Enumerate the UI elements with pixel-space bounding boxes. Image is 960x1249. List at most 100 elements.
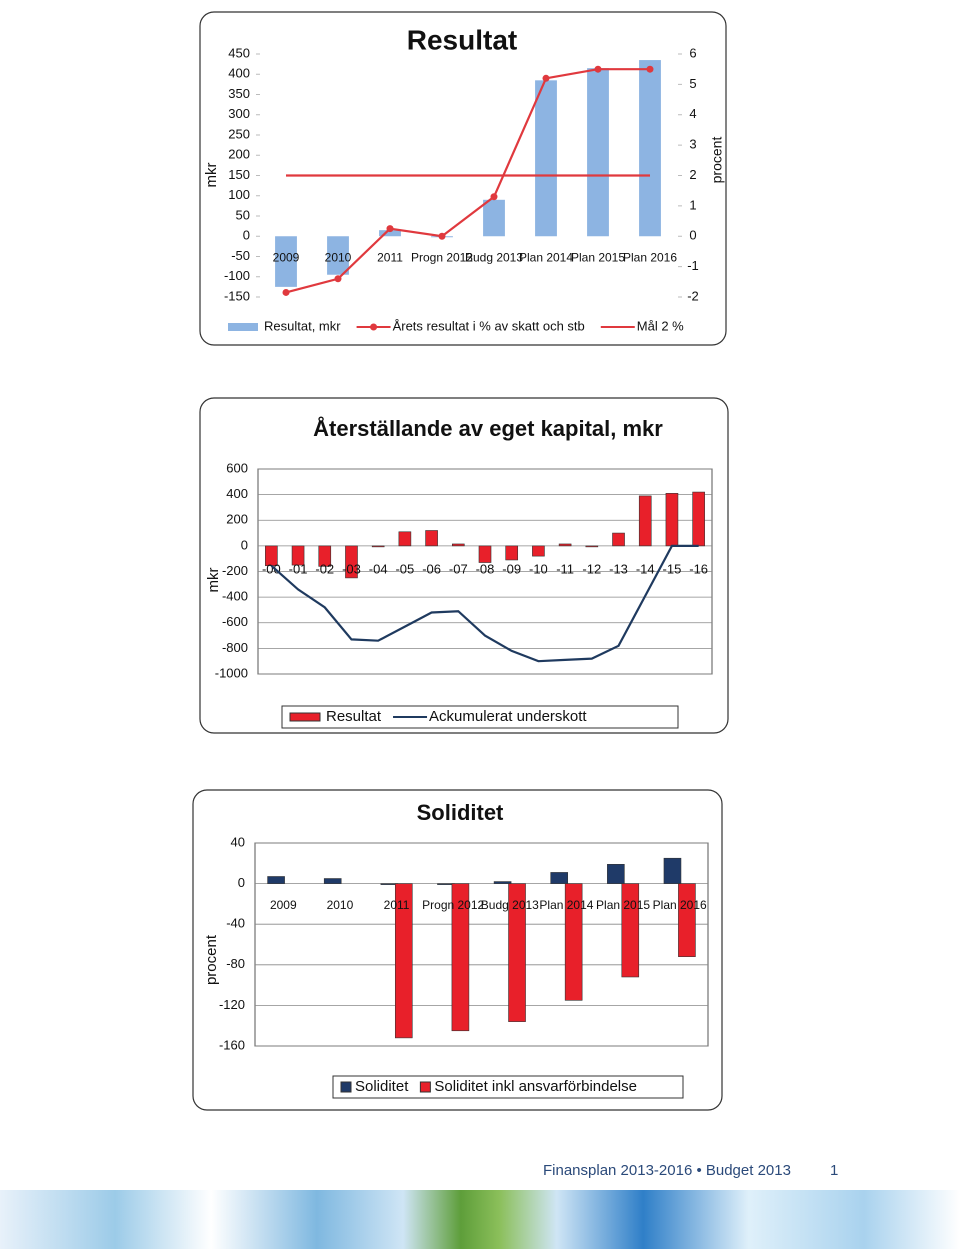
chart-title: Återställande av eget kapital, mkr	[313, 415, 663, 441]
legend-label: Soliditet	[355, 1078, 409, 1095]
line	[285, 68, 650, 294]
x-tick-label: -15	[663, 561, 682, 576]
bar	[451, 543, 465, 547]
page-number: 1	[830, 1162, 839, 1179]
legend-label: Mål 2 %	[637, 318, 684, 333]
x-tick-label: -12	[582, 561, 601, 576]
y-tick-label: -150	[224, 288, 250, 303]
line	[270, 544, 699, 663]
y2-tick-label: 4	[689, 106, 696, 121]
bar	[621, 883, 640, 978]
point	[334, 275, 342, 283]
x-tick-label: Budg 2013	[481, 898, 539, 912]
bar	[587, 68, 609, 237]
x-tick-label: -00	[262, 561, 281, 576]
bar	[425, 530, 438, 547]
x-tick-label: 2011	[384, 898, 410, 912]
y-tick-label: 100	[228, 187, 250, 202]
x-tick-label: Plan 2014	[539, 898, 593, 912]
x-tick-label: -09	[502, 561, 521, 576]
y2-axis-label: procent	[709, 137, 725, 184]
y-tick-label: 400	[228, 66, 250, 81]
y-tick-label: 150	[228, 167, 250, 182]
bar	[327, 236, 349, 275]
y-tick-label: 0	[243, 228, 250, 243]
legend-swatch	[419, 1081, 431, 1093]
point	[490, 193, 498, 201]
x-tick-label: -10	[529, 561, 548, 576]
bar	[612, 532, 625, 547]
y-tick-label: -200	[222, 563, 248, 578]
y-tick-label: 50	[236, 207, 250, 222]
x-tick-label: -04	[369, 561, 388, 576]
y-tick-label: -50	[231, 248, 250, 263]
bar	[318, 545, 332, 567]
legend-swatch	[289, 712, 321, 722]
y-tick-label: -160	[219, 1037, 245, 1052]
x-tick-label: -14	[636, 561, 655, 576]
y-tick-label: -600	[222, 614, 248, 629]
bar	[663, 857, 682, 884]
bar	[451, 883, 470, 1032]
x-tick-label: -07	[449, 561, 468, 576]
x-tick-label: -08	[476, 561, 495, 576]
bar	[564, 883, 583, 1001]
y2-tick-label: -2	[687, 288, 699, 303]
x-tick-label: -05	[395, 561, 414, 576]
point	[282, 288, 290, 296]
bar	[275, 236, 297, 287]
y-tick-label: -80	[226, 956, 245, 971]
y-tick-label: 0	[241, 537, 248, 552]
legend-box	[281, 705, 679, 729]
point	[438, 232, 446, 240]
bar	[550, 872, 569, 884]
legend-swatch	[228, 323, 258, 331]
bar	[532, 545, 545, 557]
bar	[371, 545, 385, 548]
x-tick-label: -06	[422, 561, 441, 576]
x-tick-label: 2011	[377, 250, 403, 264]
y-tick-label: 200	[226, 512, 248, 527]
y-tick-label: 350	[228, 86, 250, 101]
legend-swatch	[340, 1081, 352, 1093]
bar	[639, 60, 661, 237]
legend-label: Resultat	[326, 708, 382, 725]
x-tick-label: 2009	[270, 898, 297, 912]
bar	[665, 493, 679, 547]
bar	[267, 876, 285, 884]
legend-label: Resultat, mkr	[264, 318, 341, 333]
x-tick-label: Plan 2016	[623, 250, 677, 264]
point	[542, 74, 550, 82]
bar	[483, 199, 505, 237]
y-tick-label: 450	[228, 45, 250, 60]
legend-marker	[370, 323, 378, 331]
chart-title: Resultat	[407, 24, 517, 55]
x-tick-label: Progn 2012	[422, 898, 484, 912]
bar	[607, 864, 625, 884]
y2-tick-label: 6	[689, 45, 696, 60]
y-tick-label: 200	[228, 147, 250, 162]
x-tick-label: -02	[315, 561, 334, 576]
x-tick-label: Plan 2016	[653, 898, 707, 912]
x-tick-label: Plan 2014	[519, 250, 573, 264]
y2-tick-label: 5	[689, 76, 696, 91]
bar	[478, 545, 492, 563]
point	[646, 65, 654, 73]
y2-tick-label: 0	[689, 228, 696, 243]
footer-text: Finansplan 2013-2016 • Budget 2013	[543, 1162, 791, 1179]
y2-tick-label: -1	[687, 258, 699, 273]
y2-tick-label: 3	[689, 137, 696, 152]
legend-label: Ackumulerat underskott	[429, 708, 587, 725]
decorative-stripe	[0, 1190, 960, 1249]
x-tick-label: 2010	[325, 250, 352, 264]
bar	[535, 80, 557, 237]
x-tick-label: Budg 2013	[465, 250, 523, 264]
x-tick-label: Plan 2015	[596, 898, 650, 912]
y2-tick-label: 1	[689, 197, 696, 212]
x-tick-label: Progn 2012	[411, 250, 473, 264]
y-tick-label: 0	[238, 875, 245, 890]
y2-tick-label: 2	[689, 167, 696, 182]
x-tick-label: -16	[689, 561, 708, 576]
legend-label: Årets resultat i % av skatt och stb	[393, 318, 585, 333]
